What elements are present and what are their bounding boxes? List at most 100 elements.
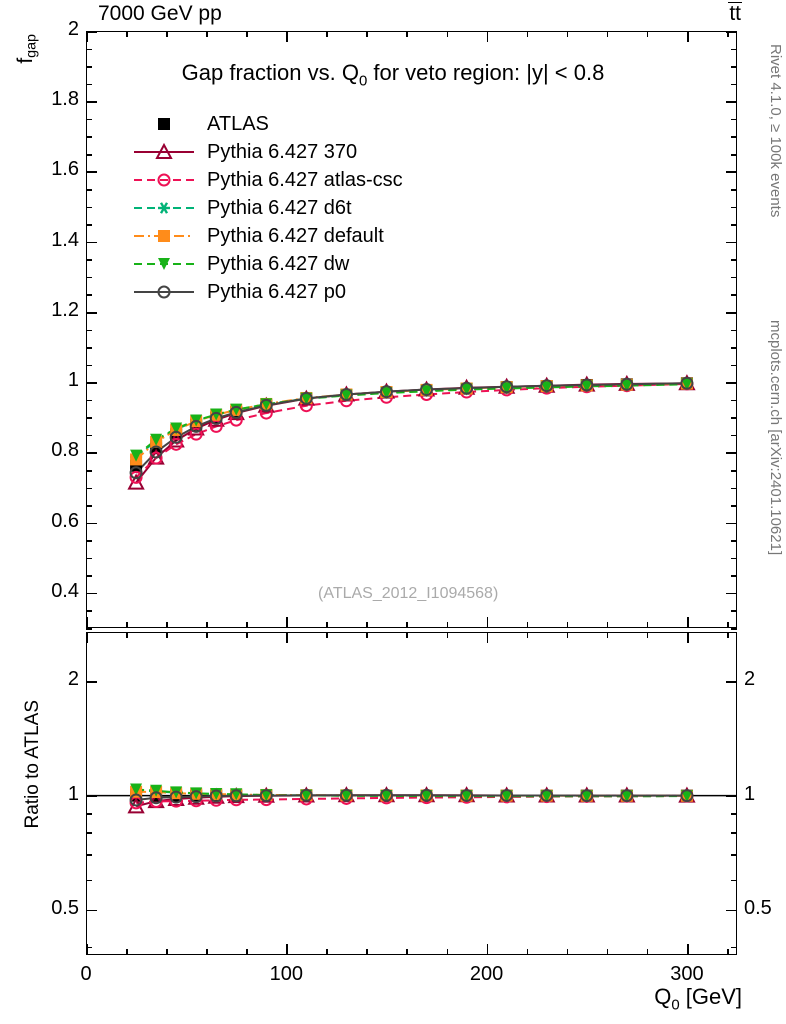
data-point-marker — [209, 789, 223, 803]
axis-tick — [731, 487, 737, 490]
data-point-marker — [580, 789, 594, 803]
data-point-marker — [149, 445, 163, 459]
axis-tick — [166, 632, 168, 638]
data-point-marker — [189, 427, 203, 441]
data-point-marker — [460, 383, 473, 396]
axis-tick — [86, 241, 97, 244]
axis-tick — [126, 632, 128, 638]
legend-label-d6t: Pythia 6.427 d6t — [207, 196, 352, 219]
data-point-marker — [680, 378, 693, 391]
data-point-marker — [170, 422, 183, 435]
axis-tick-label: 0.8 — [51, 439, 79, 462]
axis-tick — [731, 48, 737, 51]
data-point-marker — [339, 788, 353, 802]
axis-tick — [726, 681, 737, 684]
axis-tick — [726, 311, 737, 314]
axis-tick — [566, 622, 569, 628]
legend-item-p0[interactable]: Pythia 6.427 p0 — [133, 278, 463, 306]
axis-tick — [726, 622, 729, 628]
axis-tick — [246, 949, 248, 955]
data-point-marker — [169, 430, 183, 444]
axis-tick — [246, 31, 248, 37]
data-point-marker — [460, 381, 474, 395]
data-point-marker — [379, 385, 393, 399]
legend-key-p0 — [133, 281, 195, 303]
axis-tick — [86, 276, 92, 279]
axis-tick — [646, 31, 649, 37]
axis-tick-label: 300 — [670, 963, 704, 985]
axis-tick — [526, 31, 529, 37]
axis-tick — [86, 83, 92, 86]
legend-label-default: Pythia 6.427 default — [207, 224, 384, 247]
axis-tick — [606, 632, 609, 638]
axis-tick — [486, 632, 489, 643]
axis-tick — [731, 812, 737, 815]
data-point-marker — [150, 784, 163, 797]
axis-tick — [86, 364, 92, 367]
axis-tick — [731, 434, 737, 437]
axis-tick — [86, 118, 92, 121]
axis-tick — [126, 31, 128, 37]
legend-glyph-p370 — [134, 142, 194, 159]
axis-tick — [86, 522, 97, 525]
axis-tick — [406, 622, 409, 628]
axis-tick — [86, 879, 92, 882]
axis-tick — [286, 31, 288, 42]
axis-tick-label: 0.5 — [744, 896, 772, 919]
data-point-marker — [259, 398, 273, 412]
axis-tick — [606, 31, 609, 37]
data-point-marker — [299, 788, 313, 802]
axis-tick — [726, 632, 729, 638]
axis-tick — [731, 329, 737, 332]
data-point-marker — [379, 788, 393, 802]
data-point-marker — [300, 392, 313, 405]
axis-tick — [446, 632, 449, 638]
axis-tick — [86, 487, 92, 490]
legend-item-default[interactable]: Pythia 6.427 default — [133, 222, 463, 250]
axis-tick — [731, 276, 737, 279]
axis-tick — [86, 854, 92, 856]
axis-tick — [686, 944, 689, 955]
legend-item-atlascsc[interactable]: Pythia 6.427 atlas-csc — [133, 166, 463, 194]
axis-tick — [326, 622, 328, 628]
data-point-marker — [460, 788, 474, 802]
axis-tick — [86, 31, 97, 33]
legend-item-p370[interactable]: Pythia 6.427 370 — [133, 138, 463, 166]
data-point-marker — [500, 788, 514, 802]
axis-tick — [726, 949, 729, 955]
axis-tick — [86, 311, 97, 314]
legend-item-atlas[interactable]: ATLAS — [133, 110, 463, 138]
axis-tick — [86, 399, 92, 402]
axis-tick — [206, 949, 208, 955]
legend-marker-atlascsc — [157, 173, 171, 187]
axis-tick — [86, 452, 97, 454]
axis-tick — [326, 31, 328, 37]
legend-key-dw — [133, 253, 195, 275]
axis-tick — [731, 206, 737, 209]
data-point-marker — [420, 383, 434, 397]
plot-title: Gap fraction vs. Q0 for veto region: |y|… — [0, 60, 786, 90]
axis-tick-label: 0.5 — [51, 896, 79, 919]
legend-item-d6t[interactable]: Pythia 6.427 d6t — [133, 194, 463, 222]
axis-tick — [731, 347, 737, 349]
axis-tick — [686, 632, 689, 643]
legend-item-dw[interactable]: Pythia 6.427 dw — [133, 250, 463, 278]
data-point-marker — [580, 790, 593, 803]
axis-tick — [86, 294, 92, 296]
data-point-marker — [500, 380, 514, 394]
axis-tick — [86, 206, 92, 209]
mcplots-source-caption: mcplots.cern.ch [arXiv:2401.10621] — [767, 320, 784, 556]
data-point-marker — [129, 793, 143, 807]
data-point-marker — [259, 789, 273, 803]
axis-tick — [726, 522, 737, 525]
data-point-marker — [210, 408, 223, 421]
legend-marker-atlas — [158, 118, 170, 130]
axis-tick-label: 1.2 — [51, 298, 79, 321]
axis-tick — [126, 622, 128, 628]
axis-tick — [86, 171, 97, 174]
axis-tick-label: 200 — [469, 963, 504, 985]
axis-tick — [731, 83, 737, 86]
axis-tick — [686, 31, 689, 42]
